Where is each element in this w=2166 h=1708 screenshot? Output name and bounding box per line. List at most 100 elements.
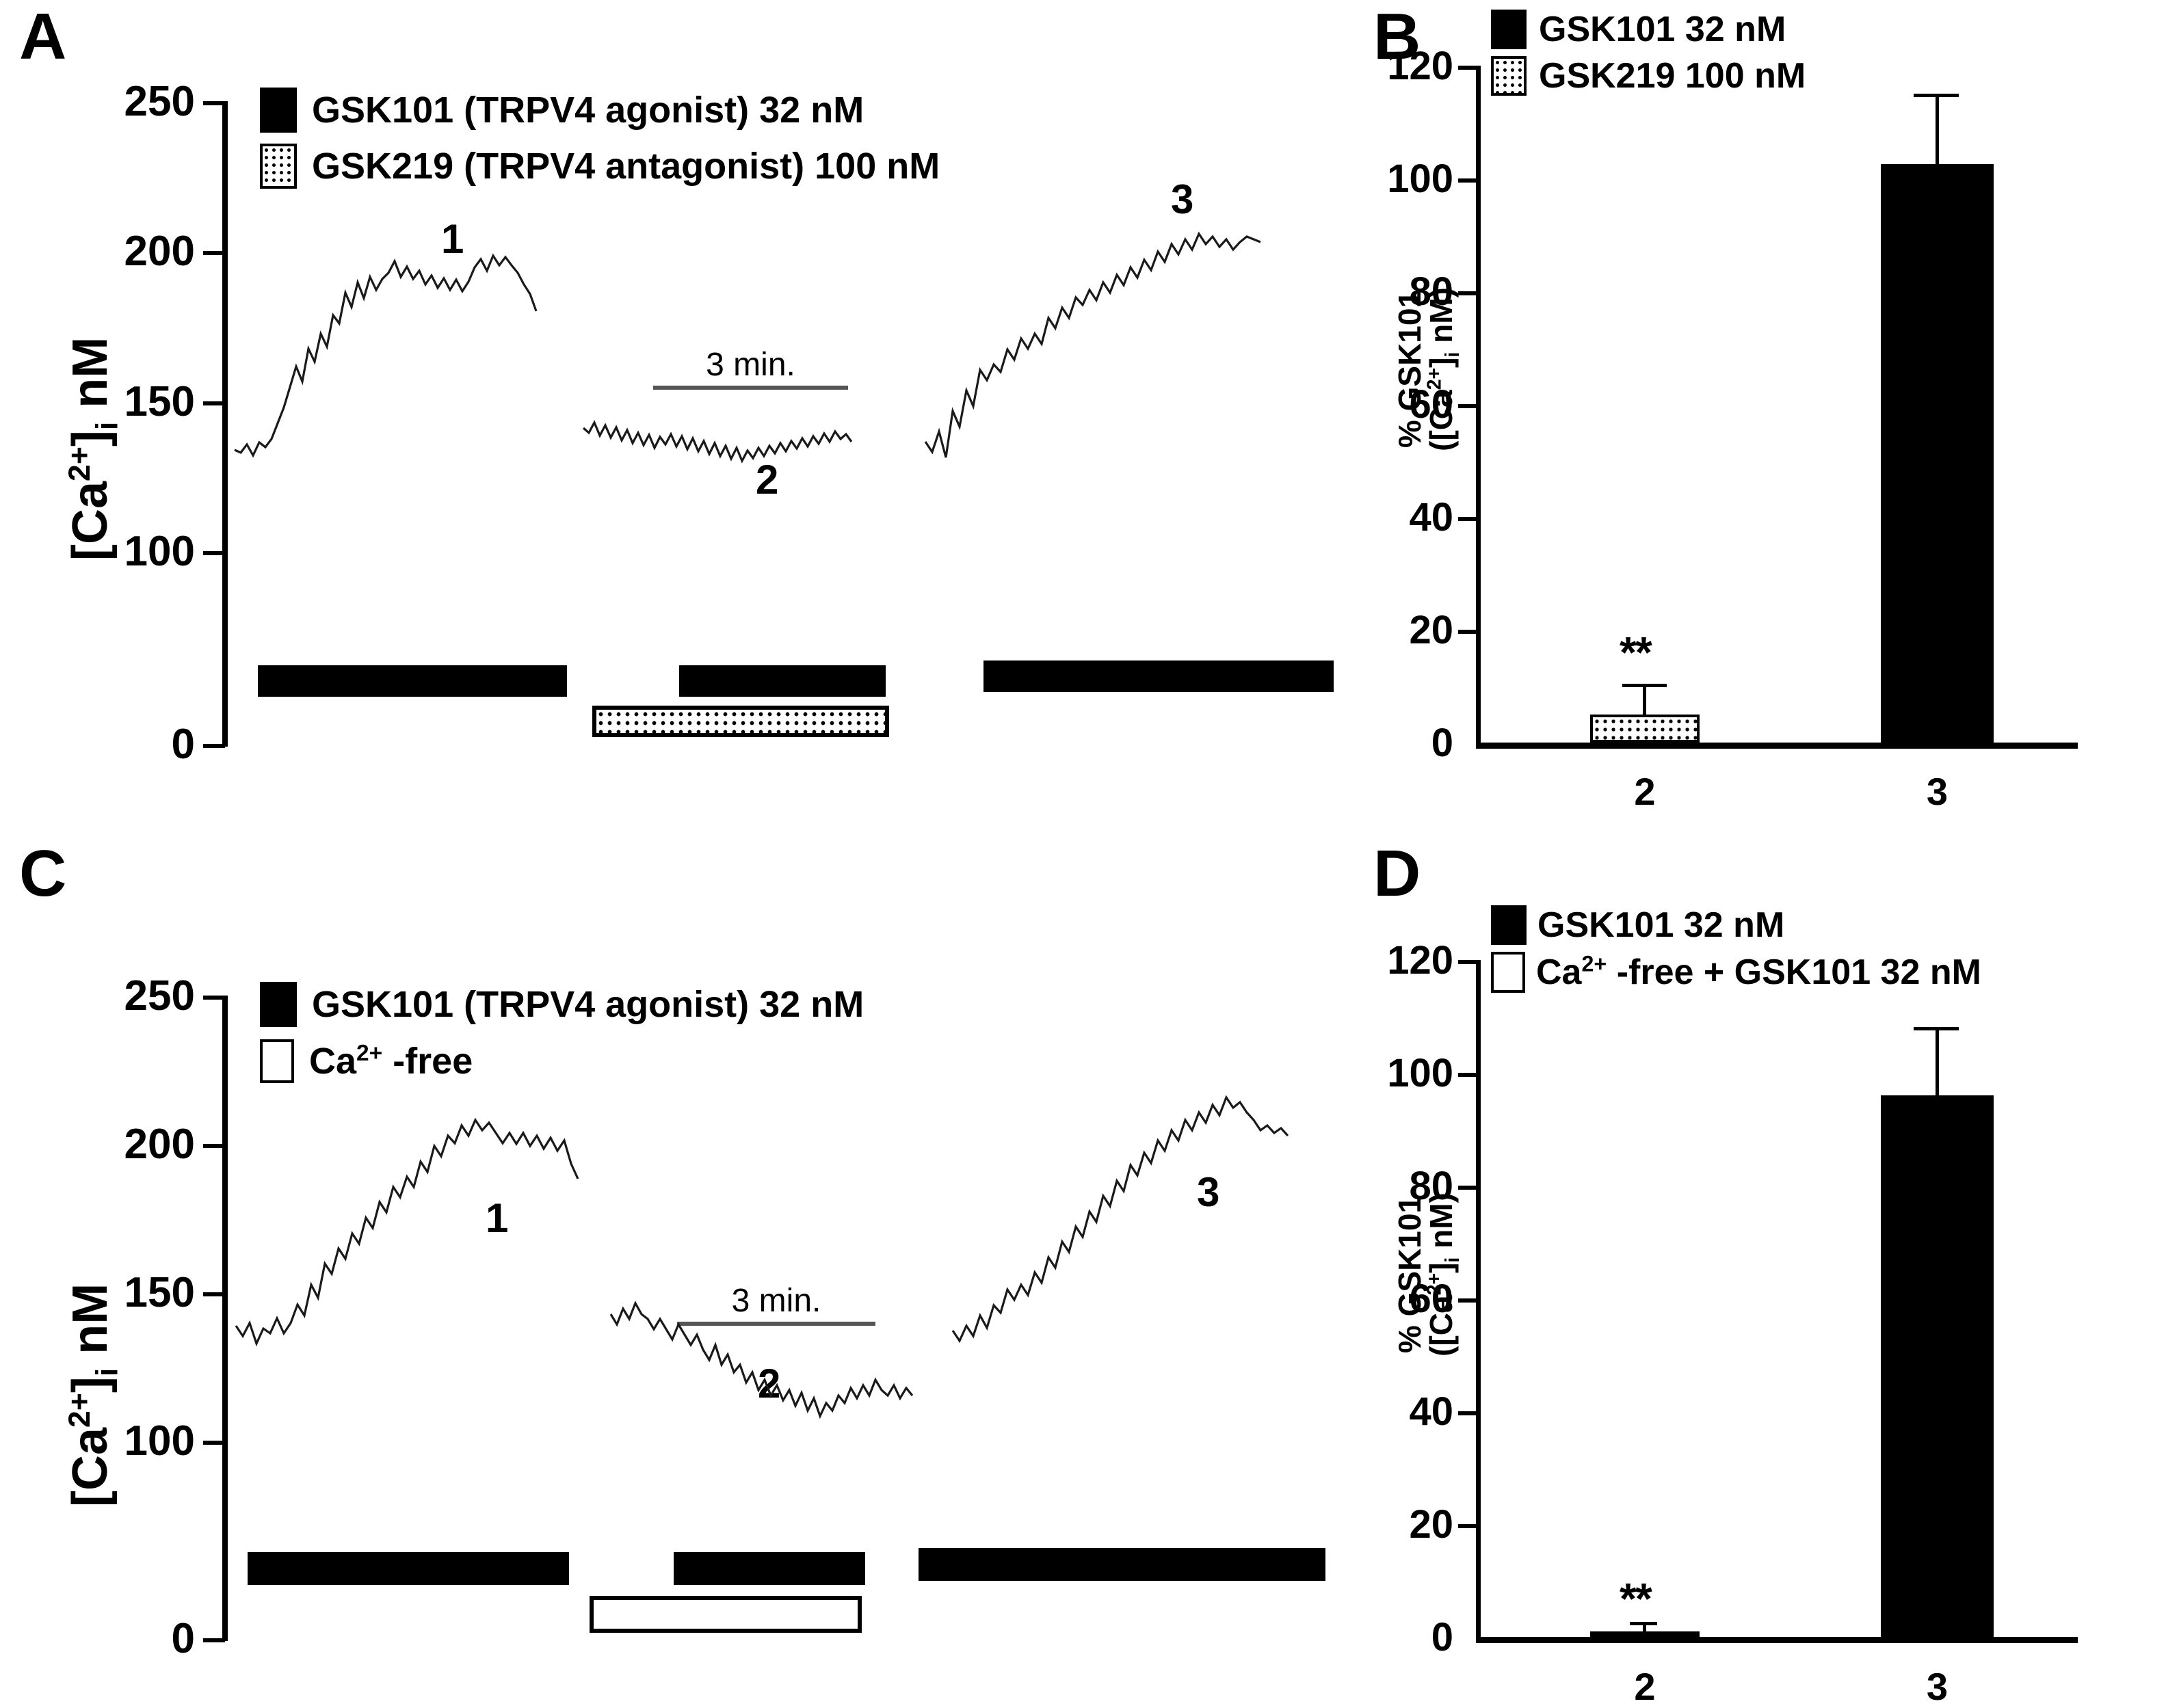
panel-d-ytick-0: 0	[1431, 1615, 1453, 1659]
panel-a-legend-item-gsk219: GSK219 (TRPV4 antagonist) 100 nM	[260, 144, 940, 189]
open-square-icon	[1491, 952, 1525, 993]
open-square-icon	[260, 1039, 294, 1083]
panel-b-xtick-3: 3	[1926, 770, 1949, 813]
panel-c-scalebar-label: 3 min.	[731, 1283, 821, 1319]
panel-c-ytick-250: 250	[124, 972, 195, 1019]
panel-d-ytick-20: 20	[1409, 1502, 1453, 1547]
panel-a-ytick-250: 250	[124, 78, 195, 125]
panel-a-tick-0	[203, 744, 225, 748]
panel-d-xtick-3: 3	[1926, 1665, 1949, 1708]
panel-c-tick-0	[203, 1638, 225, 1642]
panel-c-tick-200	[203, 1144, 225, 1148]
panel-d-legend-label-gsk101: GSK101 32 nM	[1537, 905, 1785, 945]
panel-c-treatment-bar-gsk101-2	[674, 1552, 865, 1585]
panel-c-trace-segment-1	[235, 1117, 579, 1347]
panel-b-bar-2	[1590, 715, 1700, 743]
panel-b-ytick-100: 100	[1387, 157, 1453, 201]
panel-d-bar-2	[1590, 1631, 1700, 1638]
panel-d-tick-40	[1458, 1411, 1479, 1415]
panel-c-trace-label-1: 1	[486, 1195, 509, 1241]
panel-c-legend: GSK101 (TRPV4 agonist) 32 nM Ca2+ -free	[260, 982, 864, 1083]
panel-b-significance-2: **	[1620, 628, 1652, 677]
panel-d-legend-label-ca-free: Ca2+ -free + GSK101 32 nM	[1536, 951, 1981, 992]
panel-c-trace-segment-3	[951, 1095, 1289, 1344]
panel-a-treatment-bar-gsk101-3	[983, 660, 1334, 692]
panel-a-y-axis-line	[222, 101, 228, 747]
panel-a-trace-label-2: 2	[756, 457, 779, 503]
panel-a-ytick-100: 100	[124, 528, 195, 575]
panel-b-ytick-0: 0	[1431, 721, 1453, 765]
panel-d-tick-80	[1458, 1186, 1479, 1190]
panel-a-y-axis-label: [Ca2+]i nM	[63, 336, 124, 561]
panel-d-xtick-2: 2	[1634, 1665, 1656, 1708]
panel-a-treatment-bar-gsk219	[592, 706, 889, 737]
panel-a-trace-group	[234, 231, 1261, 464]
panel-b-ytick-20: 20	[1409, 608, 1453, 652]
panel-c-legend-item-ca-free: Ca2+ -free	[260, 1039, 864, 1083]
panel-b-errorbar-3-cap	[1914, 94, 1959, 97]
panel-c-legend-label-ca-free: Ca2+ -free	[309, 1041, 473, 1082]
panel-c-y-axis-label: [Ca2+]i nM	[63, 1283, 124, 1507]
panel-d-errorbar-3-cap	[1914, 1027, 1959, 1030]
panel-b-errorbar-2-cap	[1622, 684, 1667, 687]
panel-b-tick-100	[1458, 178, 1479, 183]
panel-a-trace-label-3: 3	[1171, 176, 1194, 222]
panel-b-label: B	[1373, 0, 1421, 73]
panel-d-ytick-40: 40	[1409, 1389, 1453, 1434]
panel-c-ytick-0: 0	[171, 1615, 195, 1662]
panel-c-label: C	[19, 837, 66, 910]
panel-a-scalebar: 3 min.	[653, 349, 848, 390]
panel-b-y-axis-label-line1: % GSK101	[1392, 290, 1427, 449]
panel-c-tick-100	[203, 1441, 225, 1445]
panel-d-ytick-80: 80	[1409, 1164, 1453, 1208]
panel-c-trace-label-3: 3	[1197, 1169, 1220, 1215]
panel-a: A [Ca2+]i nM 250 200 150 100 0 GSK101 (T…	[0, 0, 1354, 807]
panel-c-tick-150	[203, 1292, 225, 1296]
panel-c-scalebar-line	[677, 1322, 875, 1326]
panel-d: D % GSK101 ([Ca2+]i nM) GSK101 32 nM Ca2…	[1354, 837, 2166, 1706]
panel-b-ytick-40: 40	[1409, 495, 1453, 539]
panel-a-legend: GSK101 (TRPV4 agonist) 32 nM GSK219 (TRP…	[260, 88, 940, 189]
panel-d-ytick-120: 120	[1387, 938, 1453, 983]
panel-b-tick-120	[1458, 66, 1479, 70]
panel-a-trace-segment-3	[924, 231, 1261, 458]
panel-b-tick-80	[1458, 291, 1479, 295]
panel-d-label: D	[1373, 837, 1421, 910]
black-square-icon	[1491, 905, 1527, 945]
panel-c-ytick-200: 200	[124, 1121, 195, 1168]
panel-d-ytick-100: 100	[1387, 1051, 1453, 1095]
panel-b-tick-40	[1458, 517, 1479, 521]
panel-d-bar-3	[1881, 1095, 1994, 1637]
black-square-icon	[260, 88, 297, 133]
panel-c-trace-segment-2	[609, 1300, 914, 1419]
panel-d-ytick-60: 60	[1409, 1277, 1453, 1321]
panel-a-ytick-150: 150	[124, 378, 195, 425]
panel-b-x-axis-line	[1476, 743, 2078, 749]
panel-c-tick-250	[203, 996, 225, 1000]
panel-d-errorbar-2-line	[1643, 1622, 1646, 1633]
panel-d-x-axis-line	[1476, 1637, 2078, 1643]
panel-b-ytick-60: 60	[1409, 382, 1453, 427]
panel-a-tick-250	[203, 101, 225, 105]
panel-b-tick-60	[1458, 404, 1479, 408]
panel-c-treatment-bar-gsk101-3	[919, 1548, 1325, 1581]
panel-c-scalebar-visible: 3 min.	[677, 1285, 875, 1326]
stippled-square-icon	[1491, 56, 1527, 96]
panel-d-tick-100	[1458, 1073, 1479, 1077]
panel-a-ytick-200: 200	[124, 228, 195, 275]
panel-a-tick-200	[203, 251, 225, 255]
panel-b-errorbar-3-line	[1936, 94, 1939, 165]
panel-c-ytick-150: 150	[124, 1269, 195, 1316]
panel-d-significance-2: **	[1620, 1574, 1652, 1623]
panel-b-bar-3	[1881, 164, 1994, 743]
black-square-icon	[1491, 10, 1527, 49]
panel-b: B % GSK101 ([Ca2+]i nM) GSK101 32 nM GSK…	[1354, 0, 2166, 811]
panel-a-scalebar-label: 3 min.	[706, 347, 795, 383]
panel-c: C [Ca2+]i nM 250 200 150 100 0 GSK101 (T…	[0, 837, 1354, 1674]
panel-a-ytick-0: 0	[171, 721, 195, 768]
panel-b-legend-label-gsk101: GSK101 32 nM	[1539, 10, 1786, 49]
panel-b-xtick-2: 2	[1634, 770, 1656, 813]
panel-b-ytick-120: 120	[1387, 44, 1453, 88]
panel-d-legend-item-gsk101: GSK101 32 nM	[1491, 905, 1981, 945]
stippled-square-icon	[260, 144, 297, 189]
